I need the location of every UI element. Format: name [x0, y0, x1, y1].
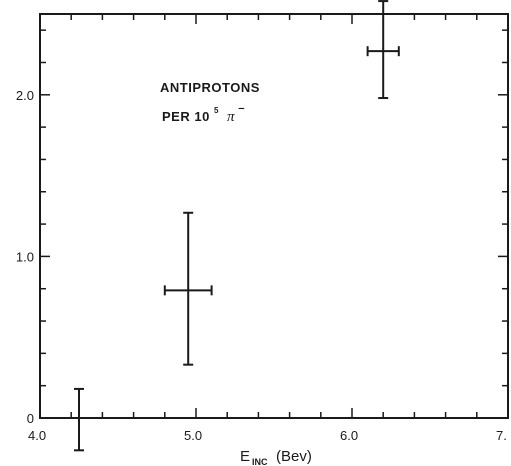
annotation-line2-pi: π [227, 109, 235, 125]
annotation-line2-prefix: PER 10 [162, 109, 210, 124]
tick-labels: 4.0 5.0 6.0 7. 0 1.0 2.0 [16, 88, 507, 443]
x-axis-title-main: E [240, 448, 250, 465]
annotation-line1: ANTIPROTONS [160, 80, 260, 95]
x-tick-label: 7. [496, 428, 507, 443]
plot-frame [39, 13, 509, 419]
annotation: ANTIPROTONS PER 10 5 π ⁻ [160, 80, 260, 125]
x-axis-title-sub: INC [252, 457, 268, 466]
annotation-line2-sup: 5 [214, 106, 219, 115]
y-tick-label: 0 [27, 411, 34, 426]
y-tick-label: 1.0 [16, 249, 34, 264]
data-point [366, 0, 400, 100]
data-point [163, 211, 213, 366]
annotation-line2-minus: ⁻ [238, 103, 245, 118]
y-tick-label: 2.0 [16, 88, 34, 103]
x-tick-label: 5.0 [184, 428, 202, 443]
data-point [74, 387, 84, 452]
x-axis-title-unit: (Bev) [276, 448, 312, 465]
data-points [74, 0, 400, 452]
x-axis-title: E INC (Bev) [240, 448, 312, 466]
x-tick-label: 4.0 [28, 428, 46, 443]
tick-marks [39, 14, 509, 419]
x-tick-label: 6.0 [340, 428, 358, 443]
